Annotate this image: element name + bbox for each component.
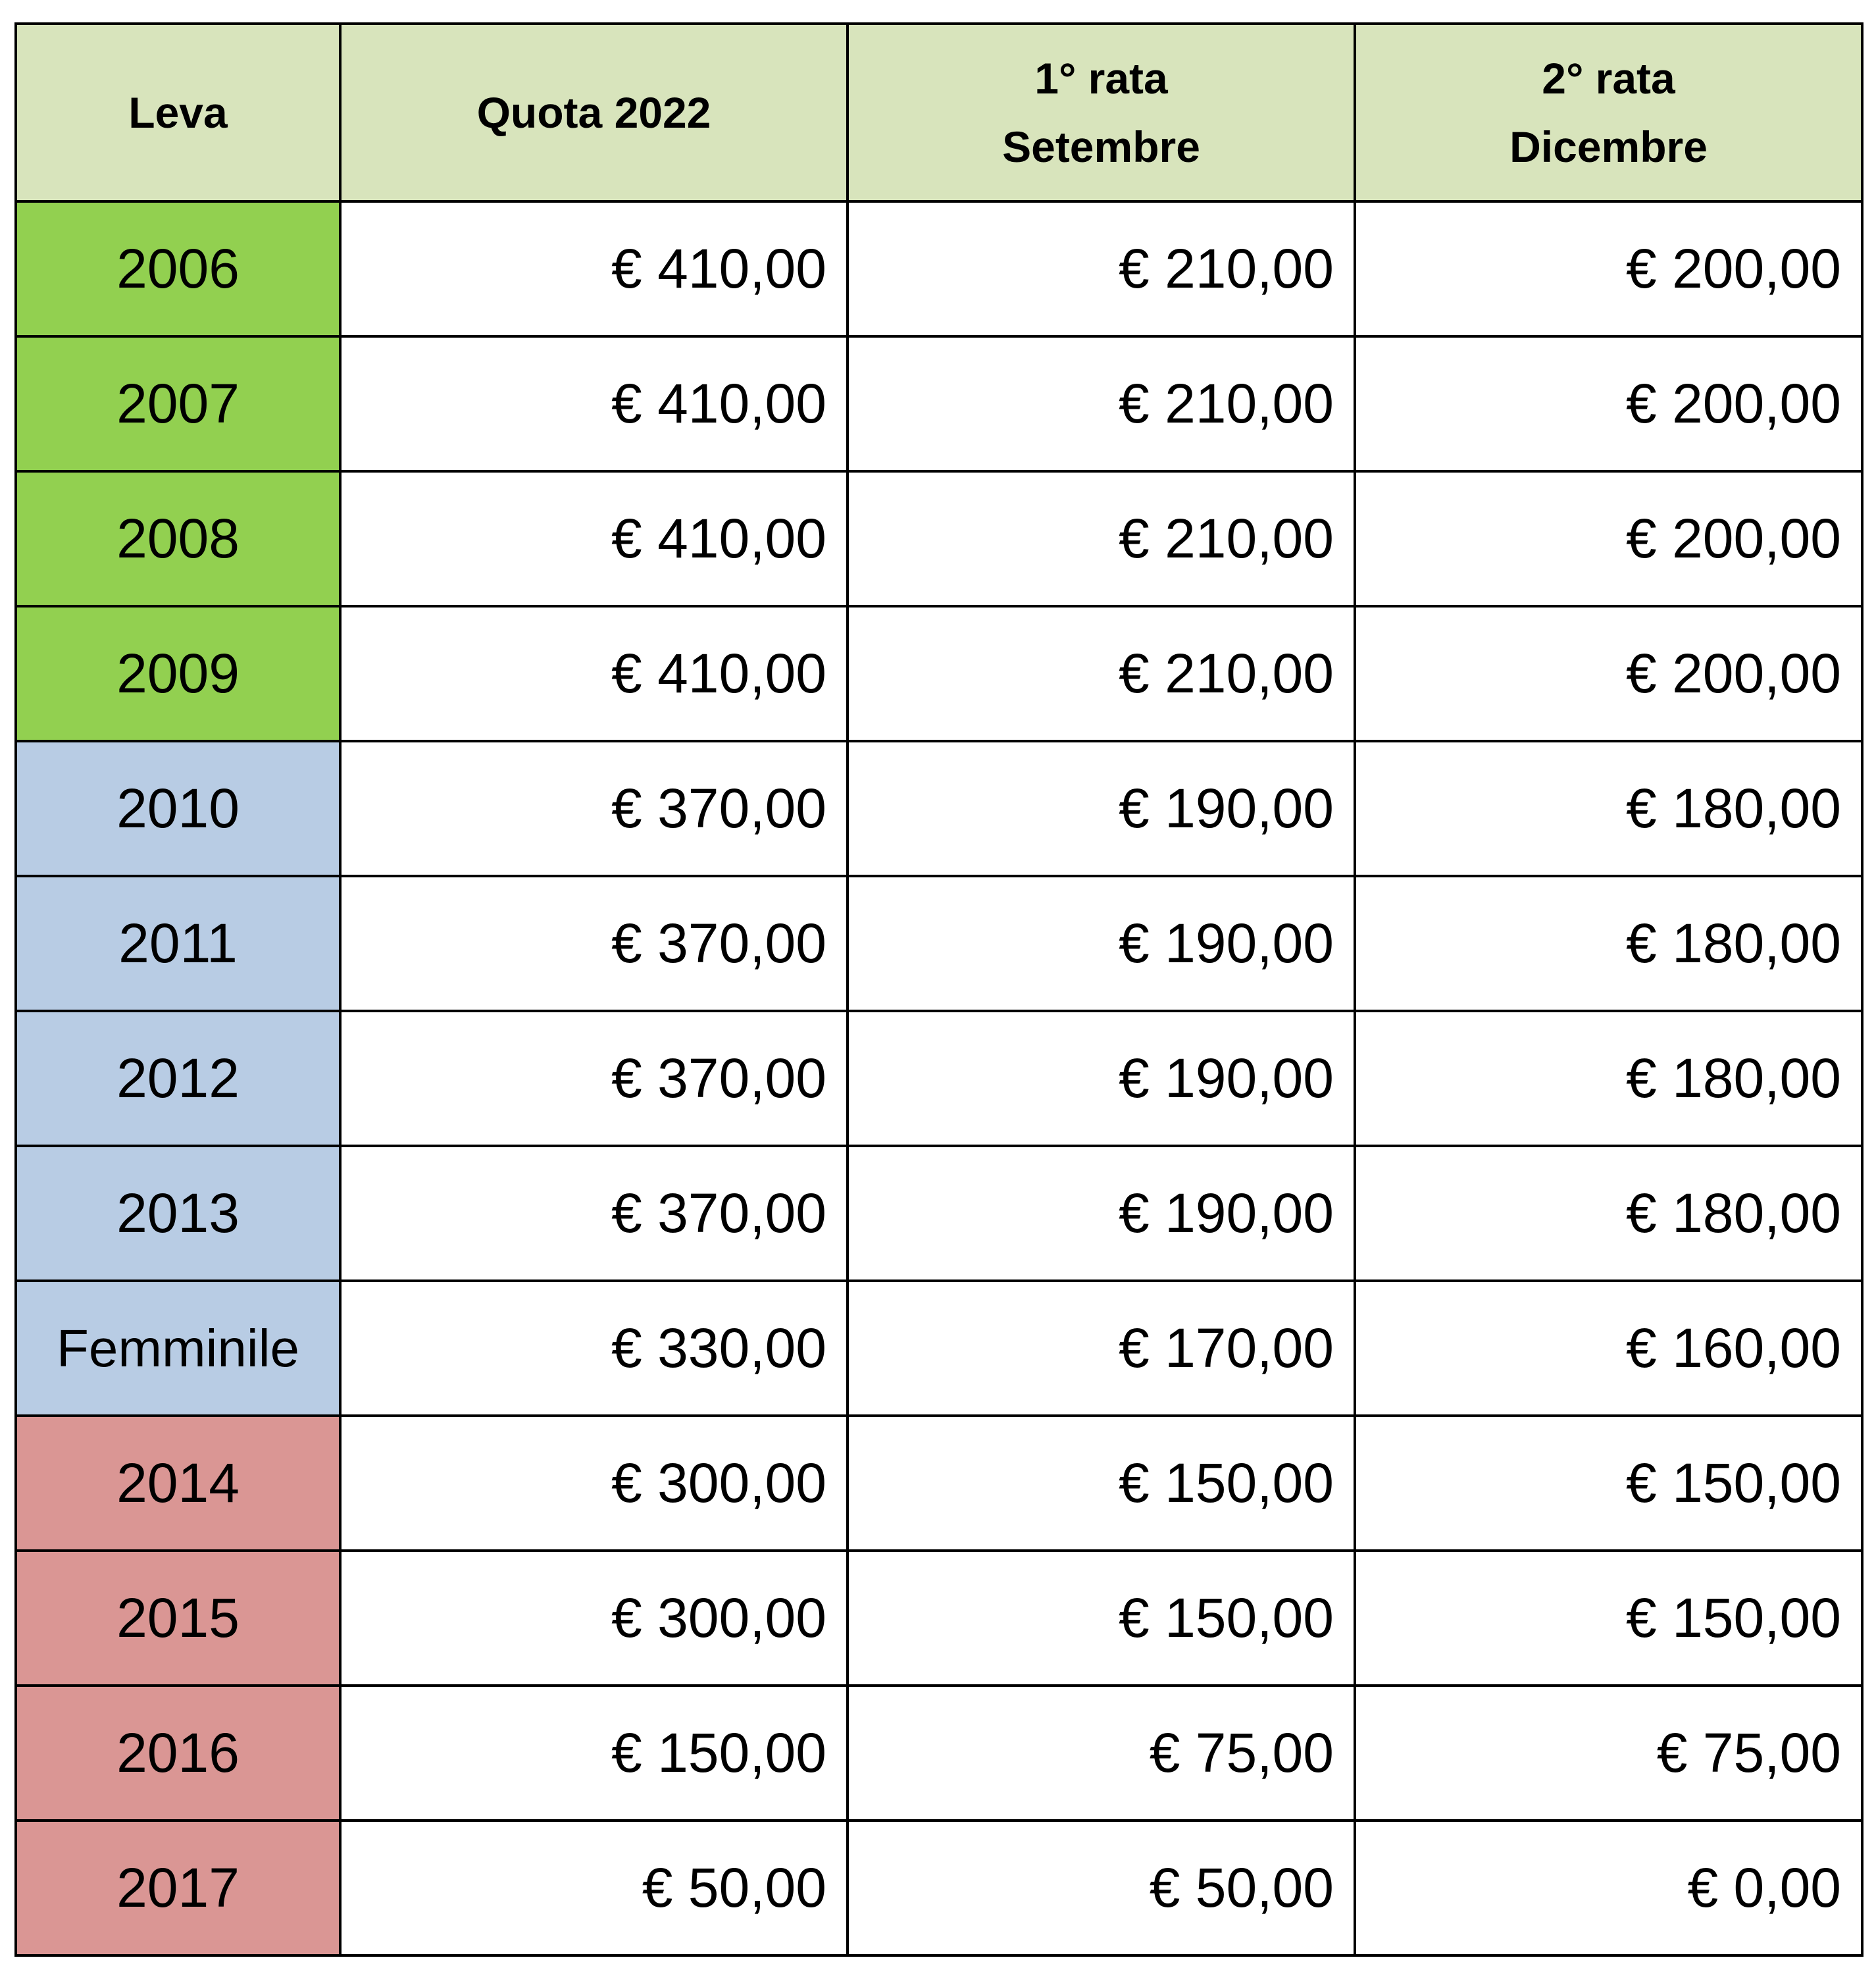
rata1-cell: € 170,00 [846,1279,1356,1417]
leva-cell: 2012 [14,1010,342,1147]
table-row: 2013 € 370,00 € 190,00 € 180,00 [14,1145,1863,1282]
table-row: 2017 € 50,00 € 50,00 € 0,00 [14,1819,1863,1957]
quota-cell: € 410,00 [339,470,849,607]
leva-cell: 2010 [14,740,342,877]
rata1-cell: € 190,00 [846,1010,1356,1147]
rata1-cell: € 210,00 [846,335,1356,473]
rata2-cell: € 200,00 [1354,200,1863,338]
rata2-cell: € 75,00 [1354,1684,1863,1822]
rata2-cell: € 200,00 [1354,605,1863,742]
quota-cell: € 410,00 [339,605,849,742]
rata1-cell: € 75,00 [846,1684,1356,1822]
leva-cell: 2013 [14,1145,342,1282]
quota-cell: € 410,00 [339,335,849,473]
quota-cell: € 330,00 [339,1279,849,1417]
rata1-cell: € 210,00 [846,470,1356,607]
leva-cell: 2014 [14,1414,342,1552]
rata1-cell: € 50,00 [846,1819,1356,1957]
header-rata2-line1: 2° rata [1542,54,1675,103]
header-rata2: 2° rata Dicembre [1354,22,1863,203]
header-leva-label: Leva [128,88,228,137]
quota-cell: € 150,00 [339,1684,849,1822]
quota-cell: € 370,00 [339,1010,849,1147]
leva-cell: Femminile [14,1279,342,1417]
rata1-cell: € 190,00 [846,875,1356,1012]
rata2-cell: € 160,00 [1354,1279,1863,1417]
rata2-cell: € 0,00 [1354,1819,1863,1957]
header-rata1-line2: Setembre [1002,122,1200,171]
table-row: 2012 € 370,00 € 190,00 € 180,00 [14,1010,1863,1147]
rata2-cell: € 200,00 [1354,335,1863,473]
header-rata2-line2: Dicembre [1509,122,1708,171]
leva-cell: 2009 [14,605,342,742]
fee-table: Leva Quota 2022 1° rata Setembre 2° rata… [14,22,1863,1957]
rata2-cell: € 180,00 [1354,1145,1863,1282]
header-quota: Quota 2022 [339,22,849,203]
table-row: 2014 € 300,00 € 150,00 € 150,00 [14,1414,1863,1552]
quota-cell: € 370,00 [339,875,849,1012]
header-quota-label: Quota 2022 [476,88,711,137]
table-body: 2006 € 410,00 € 210,00 € 200,00 2007 € 410,00… [14,200,1863,1957]
quota-cell: € 300,00 [339,1414,849,1552]
quota-cell: € 50,00 [339,1819,849,1957]
rata1-cell: € 150,00 [846,1549,1356,1687]
rata2-cell: € 180,00 [1354,875,1863,1012]
header-row: Leva Quota 2022 1° rata Setembre 2° rata… [14,22,1863,203]
rata1-cell: € 190,00 [846,1145,1356,1282]
leva-cell: 2006 [14,200,342,338]
leva-cell: 2011 [14,875,342,1012]
rata2-cell: € 150,00 [1354,1549,1863,1687]
leva-cell: 2015 [14,1549,342,1687]
table-row: 2010 € 370,00 € 190,00 € 180,00 [14,740,1863,877]
quota-cell: € 370,00 [339,1145,849,1282]
leva-cell: 2007 [14,335,342,473]
leva-cell: 2016 [14,1684,342,1822]
table-row: 2006 € 410,00 € 210,00 € 200,00 [14,200,1863,338]
table-row: 2016 € 150,00 € 75,00 € 75,00 [14,1684,1863,1822]
rata2-cell: € 150,00 [1354,1414,1863,1552]
header-rata1-line1: 1° rata [1034,54,1168,103]
rata2-cell: € 180,00 [1354,740,1863,877]
header-rata1: 1° rata Setembre [846,22,1356,203]
rata1-cell: € 150,00 [846,1414,1356,1552]
rata2-cell: € 180,00 [1354,1010,1863,1147]
rata1-cell: € 190,00 [846,740,1356,877]
quota-cell: € 410,00 [339,200,849,338]
quota-cell: € 300,00 [339,1549,849,1687]
leva-cell: 2008 [14,470,342,607]
table-row: Femminile € 330,00 € 170,00 € 160,00 [14,1279,1863,1417]
table-header: Leva Quota 2022 1° rata Setembre 2° rata… [14,22,1863,203]
table-row: 2011 € 370,00 € 190,00 € 180,00 [14,875,1863,1012]
table-row: 2007 € 410,00 € 210,00 € 200,00 [14,335,1863,473]
rata1-cell: € 210,00 [846,200,1356,338]
quota-cell: € 370,00 [339,740,849,877]
rata2-cell: € 200,00 [1354,470,1863,607]
table-row: 2015 € 300,00 € 150,00 € 150,00 [14,1549,1863,1687]
table-row: 2009 € 410,00 € 210,00 € 200,00 [14,605,1863,742]
rata1-cell: € 210,00 [846,605,1356,742]
leva-cell: 2017 [14,1819,342,1957]
table-row: 2008 € 410,00 € 210,00 € 200,00 [14,470,1863,607]
header-leva: Leva [14,22,342,203]
